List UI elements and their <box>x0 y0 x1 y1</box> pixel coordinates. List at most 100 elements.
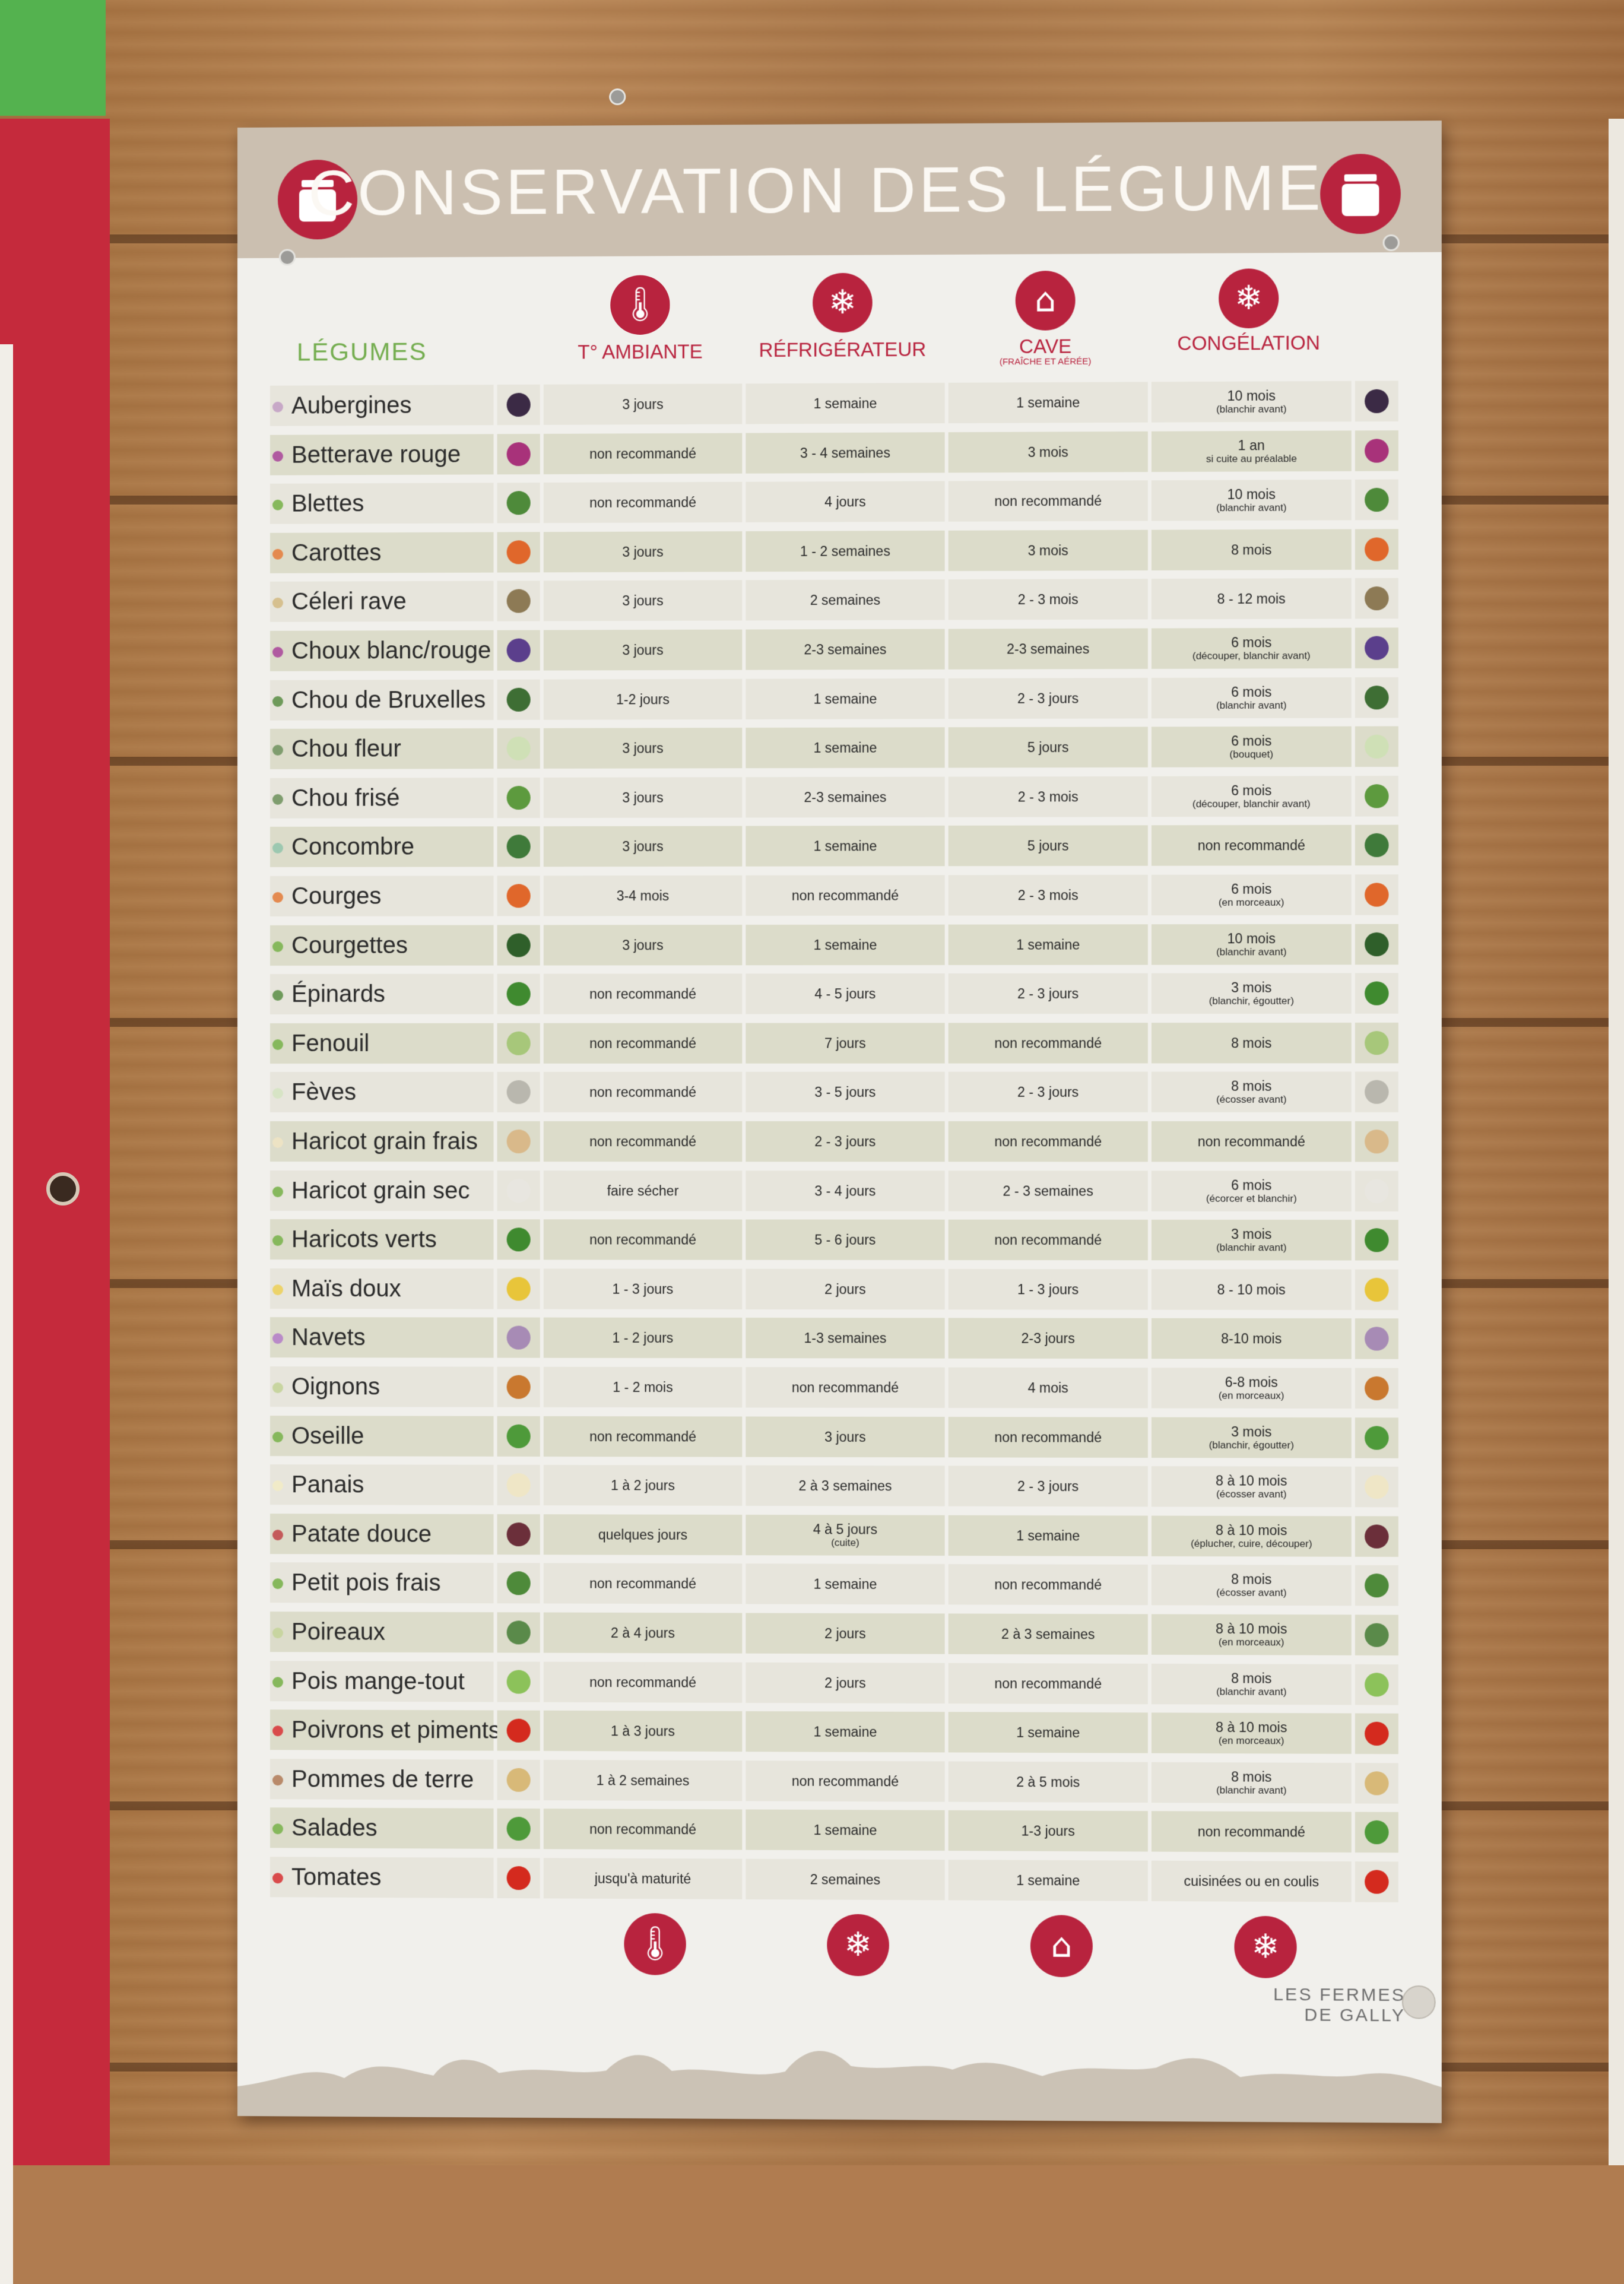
vegetable-thumbnail <box>497 434 540 474</box>
vegetable-thumbnail <box>1355 677 1398 718</box>
freezing-note: si cuite au préalable <box>1206 453 1297 465</box>
vegetable-image <box>507 933 531 957</box>
vegetable-thumbnail <box>1355 1368 1398 1409</box>
ambient-value: non recommandé <box>589 1035 696 1051</box>
fridge-cell: 7 jours <box>746 1023 944 1063</box>
thermometer-icon: 🌡 <box>624 1913 686 1975</box>
freezing-value: 3 mois <box>1231 980 1272 995</box>
vegetable-name: Oignons <box>291 1373 380 1400</box>
brand-emblem-icon <box>1402 1985 1436 2019</box>
fridge-value: 4 à 5 jours <box>813 1521 877 1537</box>
ambient-cell: 3 jours <box>544 728 743 769</box>
vegetable-image <box>1365 784 1389 808</box>
fridge-cell: 5 - 6 jours <box>746 1220 944 1260</box>
vegetable-image <box>507 1080 531 1104</box>
cellar-value: non recommandé <box>994 1676 1102 1692</box>
table-row: Maïs doux 1 - 3 jours 2 jours 1 - 3 jours 8 … <box>270 1267 1406 1312</box>
freezing-value: non recommandé <box>1198 1134 1305 1149</box>
cellar-cell: 2 - 3 mois <box>949 579 1148 620</box>
cellar-cell: 1 semaine <box>949 924 1148 965</box>
vegetable-image <box>507 1375 531 1399</box>
vegetable-image <box>507 687 531 711</box>
color-dot <box>272 500 283 510</box>
color-dot <box>272 1137 283 1148</box>
table-row: Salades non recommandé 1 semaine 1-3 jours n… <box>270 1806 1406 1855</box>
fridge-cell: non recommandé <box>746 1760 944 1802</box>
ambient-value: 3-4 mois <box>617 888 670 903</box>
vegetable-thumbnail <box>1355 1467 1398 1508</box>
vegetable-name: Carottes <box>291 540 381 567</box>
color-dot <box>272 1382 283 1393</box>
fridge-value: 1 semaine <box>814 1576 877 1592</box>
ambient-value: non recommandé <box>589 1232 696 1248</box>
fridge-value: non recommandé <box>792 1379 899 1395</box>
color-dot <box>272 1333 283 1344</box>
color-dot <box>272 1088 283 1099</box>
fridge-value: 2 semaines <box>810 592 880 608</box>
vegetable-name: Concombre <box>291 834 414 861</box>
vegetable-image <box>507 1227 531 1251</box>
vegetable-name-cell: Haricots verts <box>270 1219 494 1260</box>
fridge-value: 2-3 semaines <box>804 789 886 805</box>
vegetable-name-cell: Courgettes <box>270 925 494 965</box>
fridge-cell: 1 semaine <box>746 1564 944 1605</box>
fridge-cell: 1-3 semaines <box>746 1318 944 1359</box>
cellar-value: non recommandé <box>994 1134 1102 1149</box>
vegetable-image <box>1365 389 1389 413</box>
cellar-value: 1 semaine <box>1016 395 1080 411</box>
fridge-value: 4 jours <box>824 494 866 509</box>
vegetable-name: Navets <box>291 1324 366 1351</box>
table-row: Concombre 3 jours 1 semaine 5 jours non reco… <box>270 823 1406 869</box>
vegetable-name-cell: Panais <box>270 1464 494 1505</box>
fridge-icon: ❄ <box>813 273 873 333</box>
color-dot <box>272 451 283 461</box>
fridge-value: 1-3 semaines <box>804 1331 886 1346</box>
ambient-value: quelques jours <box>598 1527 687 1542</box>
vegetable-name-cell: Choux blanc/rouge <box>270 630 494 671</box>
fridge-cell: 2-3 semaines <box>746 629 944 670</box>
vegetable-name: Haricot grain sec <box>291 1178 470 1204</box>
fridge-cell: 2 semaines <box>746 1859 944 1901</box>
cellar-value: 2 - 3 jours <box>1017 1084 1079 1100</box>
vegetable-thumbnail <box>1355 1417 1398 1458</box>
table-row: Petit pois frais non recommandé 1 semaine n… <box>270 1561 1406 1608</box>
table-row: Céleri rave 3 jours 2 semaines 2 - 3 mois 8 … <box>270 576 1406 624</box>
freezing-value: 3 mois <box>1231 1424 1272 1439</box>
fridge-value: 1 semaine <box>814 839 877 854</box>
color-dot <box>272 1579 283 1590</box>
vegetable-name-cell: Céleri rave <box>270 581 494 622</box>
ambient-cell: non recommandé <box>544 482 743 523</box>
vegetable-name-cell: Poireaux <box>270 1612 494 1652</box>
cellar-cell: 5 jours <box>949 727 1148 768</box>
vegetable-thumbnail <box>497 925 540 965</box>
ambient-cell: jusqu'à maturité <box>544 1858 743 1899</box>
cellar-cell: 2 - 3 jours <box>949 973 1148 1014</box>
fridge-cell: 2-3 semaines <box>746 776 944 817</box>
farm-silhouette <box>237 2021 1442 2123</box>
freezing-cell: 10 mois (blanchir avant) <box>1152 924 1352 965</box>
freezing-cell: 6 mois (en morceaux) <box>1152 874 1352 915</box>
freezing-cell: 8 mois (écosser avant) <box>1152 1072 1352 1112</box>
vegetable-thumbnail <box>1355 973 1398 1014</box>
brand-line-2: DE GALLY <box>1273 2005 1406 2026</box>
fridge-value: 2 à 3 semaines <box>798 1478 892 1493</box>
freezing-cell: 10 mois (blanchir avant) <box>1152 381 1352 423</box>
color-dot <box>272 990 283 1001</box>
cellar-value: 2 - 3 jours <box>1017 690 1079 706</box>
cellar-cell: 1 semaine <box>949 1515 1148 1556</box>
freezing-value: 6 mois <box>1231 1177 1272 1192</box>
vegetable-thumbnail <box>1355 1812 1398 1853</box>
color-dot <box>272 843 283 854</box>
vegetable-thumbnail <box>1355 1121 1398 1162</box>
fridge-cell: 3 - 4 jours <box>746 1170 944 1211</box>
neighbour-sign-left <box>0 119 110 2165</box>
fridge-value: 1 semaine <box>814 1724 877 1740</box>
vegetable-thumbnail <box>1355 1319 1398 1360</box>
vegetable-thumbnail <box>1355 1861 1398 1902</box>
vegetable-thumbnail <box>497 1268 540 1309</box>
vegetable-image <box>1365 537 1389 561</box>
vegetable-thumbnail <box>1355 1565 1398 1606</box>
ambient-cell: 1-2 jours <box>544 678 743 719</box>
ambient-value: non recommandé <box>589 446 696 462</box>
vegetable-name: Panais <box>291 1471 364 1498</box>
